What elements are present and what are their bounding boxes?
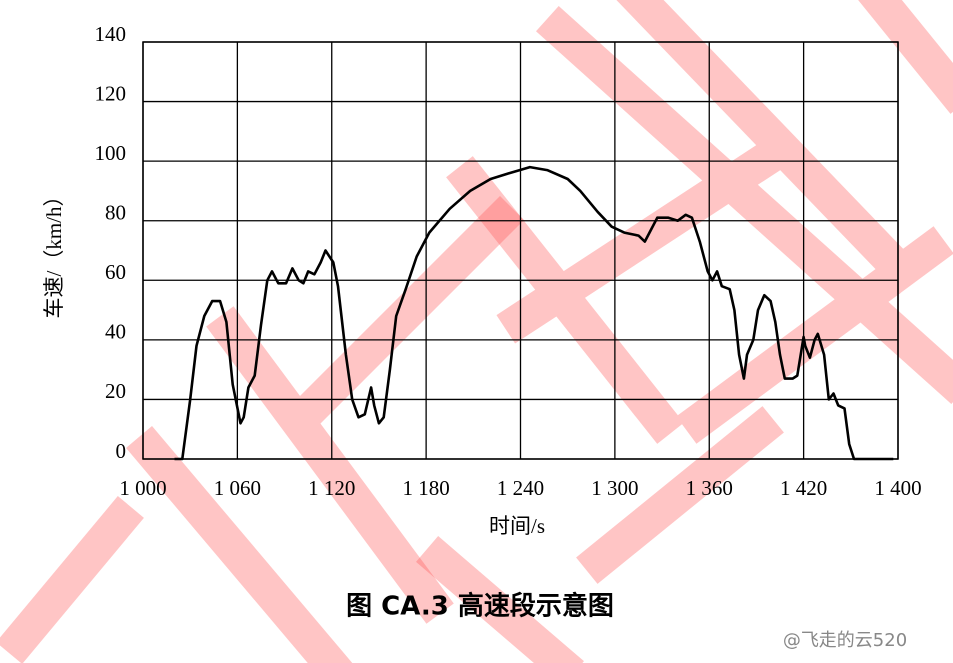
watermark-stroke [0, 195, 525, 663]
chart-title: 图 CA.3 高速段示意图 [346, 591, 614, 622]
x-tick-label: 1 420 [780, 476, 827, 500]
watermark-stroke [446, 0, 953, 444]
x-tick-label: 1 120 [308, 476, 355, 500]
x-tick-label: 1 000 [119, 476, 166, 500]
watermark-stroke [416, 406, 784, 663]
x-tick-label: 1 300 [591, 476, 638, 500]
y-tick-label: 60 [105, 260, 126, 284]
y-tick-label: 40 [105, 320, 126, 344]
x-axis-label: 时间/s [489, 514, 545, 538]
y-tick-label: 100 [95, 141, 127, 165]
x-tick-label: 1 400 [874, 476, 921, 500]
y-tick-label: 20 [105, 379, 126, 403]
y-tick-label: 120 [95, 81, 127, 105]
watermark-text: @飞走的云520 [783, 630, 907, 651]
y-tick-label: 0 [116, 439, 127, 463]
y-tick-label: 140 [95, 22, 127, 46]
y-axis-label: 车速/（km/h） [42, 185, 66, 318]
x-tick-label: 1 180 [403, 476, 450, 500]
x-tick-label: 1 060 [214, 476, 261, 500]
y-tick-label: 80 [105, 201, 126, 225]
x-tick-label: 1 360 [686, 476, 733, 500]
x-tick-label: 1 240 [497, 476, 544, 500]
speed-line [174, 165, 894, 461]
